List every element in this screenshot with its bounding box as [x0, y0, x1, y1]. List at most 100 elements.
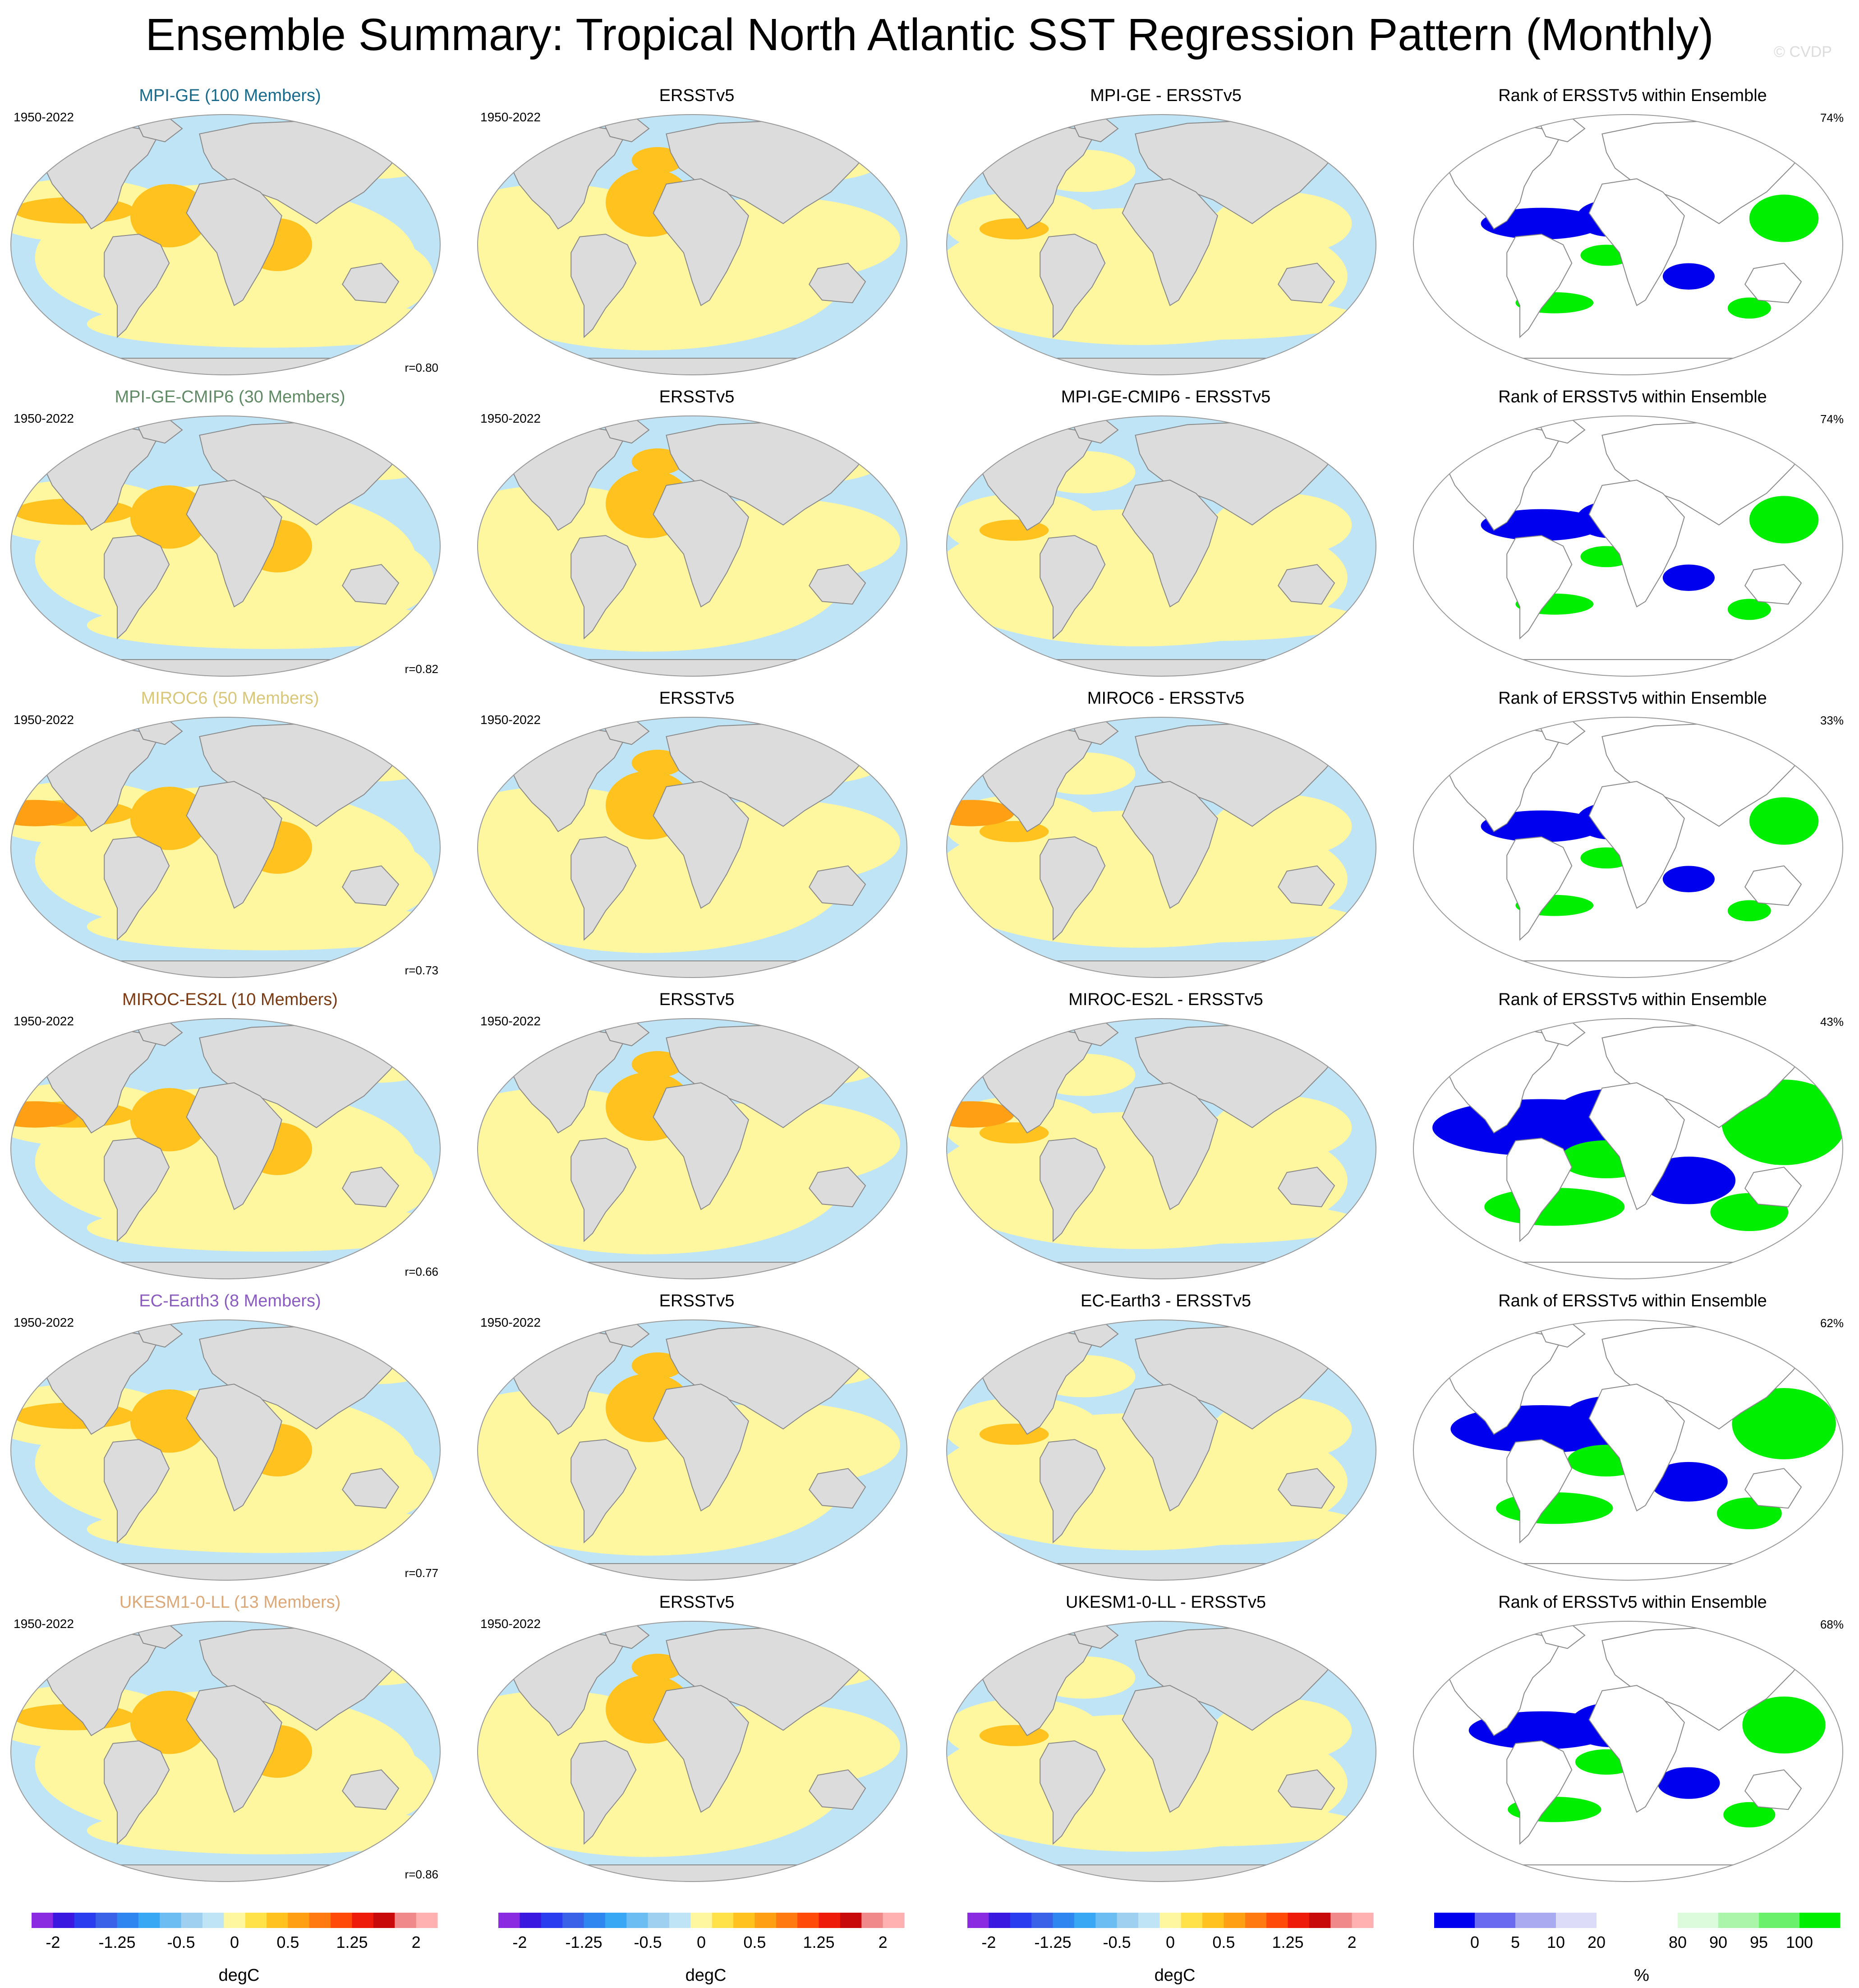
- land-africa: [653, 1685, 749, 1813]
- colorbar-tick-label: 1.25: [336, 1933, 368, 1951]
- rank-percent: 62%: [1820, 1316, 1844, 1330]
- land-africa: [1588, 178, 1685, 306]
- colorbar-swatch: [1799, 1913, 1841, 1928]
- colorbar-swatch: [1678, 1913, 1719, 1928]
- rank-high-region: [1732, 1388, 1836, 1459]
- land-africa: [1588, 480, 1685, 608]
- panel-title: EC-Earth3 (8 Members): [139, 1292, 321, 1310]
- rank-percent: 74%: [1820, 111, 1844, 125]
- colorbar-tick-label: 0: [1166, 1933, 1175, 1951]
- rank-low-region: [1481, 208, 1602, 240]
- land-australia: [1744, 1769, 1802, 1810]
- rank-high-region: [1749, 194, 1819, 242]
- colorbar-tick-label: -0.5: [167, 1933, 195, 1951]
- colorbar-swatch: [267, 1913, 288, 1928]
- land-antarctica: [1454, 1262, 1802, 1279]
- map-outline: [10, 415, 441, 677]
- land-africa: [653, 480, 749, 608]
- land-africa: [186, 1685, 282, 1813]
- land-africa: [653, 178, 749, 306]
- rank-low-region: [1657, 1767, 1720, 1799]
- colorbar-swatch: [1181, 1913, 1203, 1928]
- colorbar-swatch: [1330, 1913, 1353, 1928]
- colorbar-swatch: [669, 1913, 691, 1928]
- map-outline: [1413, 1018, 1843, 1279]
- colorbar-tick-label: -2: [981, 1933, 996, 1951]
- land-africa: [1122, 480, 1218, 608]
- panel-diff-2: MPI-GE-CMIP6 - ERSSTv5: [945, 387, 1387, 685]
- map-outline: [946, 1319, 1376, 1581]
- map-rank: [1413, 1319, 1843, 1581]
- panel-title: UKESM1-0-LL - ERSSTv5: [1065, 1593, 1266, 1612]
- land-australia: [341, 865, 400, 906]
- panel-rank-4: Rank of ERSSTv5 within Ensemble 43%: [1412, 990, 1854, 1287]
- colorbar-swatch: [797, 1913, 819, 1928]
- colorbar-tick-label: 2: [879, 1933, 888, 1951]
- sst-positive-region: [1049, 900, 1361, 943]
- land-south-america: [1040, 234, 1106, 338]
- rank-high-region: [1723, 1802, 1776, 1827]
- land-africa: [653, 1384, 749, 1512]
- land-australia: [1744, 564, 1802, 605]
- colorbar-swatch: [309, 1913, 331, 1928]
- panel-title: Rank of ERSSTv5 within Ensemble: [1498, 689, 1767, 708]
- panel-title: Rank of ERSSTv5 within Ensemble: [1498, 387, 1767, 406]
- land-south-america: [571, 1439, 637, 1544]
- colorbar-tick-label: 10: [1547, 1933, 1565, 1951]
- panel-diff-3: MIROC6 - ERSSTv5: [945, 688, 1387, 986]
- map-outline: [477, 114, 907, 375]
- panel-title: ERSSTv5: [659, 86, 735, 105]
- land-south-america: [1506, 535, 1573, 640]
- land-antarctica: [1454, 659, 1802, 676]
- sst-warm-core: [130, 786, 208, 850]
- colorbar-tick-label: 2: [412, 1933, 421, 1951]
- land-australia: [1277, 865, 1335, 906]
- colorbar-swatch: [776, 1913, 798, 1928]
- colorbar-swatch: [1637, 1913, 1678, 1928]
- colorbar-swatch: [1053, 1913, 1075, 1928]
- rank-colorbar: 0 5 10 20 80 90 95 100%: [1425, 1908, 1858, 1985]
- colorbar-unit-label: %: [1634, 1966, 1649, 1985]
- land-australia: [1277, 564, 1335, 605]
- sst-warm-core: [130, 1690, 208, 1754]
- panel-title: ERSSTv5: [659, 1292, 735, 1310]
- map-outline: [946, 717, 1376, 978]
- land-south-america: [571, 1138, 637, 1242]
- sst-positive-region: [1049, 297, 1361, 340]
- map-diff: [946, 1621, 1376, 1882]
- colorbar-swatch: [989, 1913, 1011, 1928]
- watermark: © CVDP: [1774, 43, 1832, 60]
- panel-rank-5: Rank of ERSSTv5 within Ensemble 62%: [1412, 1291, 1854, 1589]
- map-obs: [477, 1319, 907, 1581]
- map-outline: [946, 1018, 1376, 1279]
- colorbar-tick-label: -1.25: [98, 1933, 135, 1951]
- map-outline: [477, 1621, 907, 1882]
- map-obs: [477, 717, 907, 978]
- colorbar-swatch: [32, 1913, 53, 1928]
- panel-title: Rank of ERSSTv5 within Ensemble: [1498, 1593, 1767, 1612]
- land-australia: [1277, 1468, 1335, 1509]
- colorbar-tick-label: 20: [1588, 1933, 1606, 1951]
- land-antarctica: [519, 1262, 866, 1279]
- colorbar-swatch: [117, 1913, 139, 1928]
- panel-title: MPI-GE-CMIP6 (30 Members): [115, 387, 345, 406]
- colorbar-scale: 0 5 10 20 80 90 95 100: [1434, 1913, 1841, 1951]
- land-australia: [808, 564, 866, 605]
- colorbar-swatch: [690, 1913, 713, 1928]
- sst-warm-core: [130, 485, 208, 549]
- land-antarctica: [52, 1262, 399, 1279]
- land-australia: [341, 263, 400, 304]
- land-australia: [341, 1468, 400, 1509]
- rank-percent: 33%: [1820, 714, 1844, 727]
- map-diff: [946, 114, 1376, 375]
- land-africa: [186, 1384, 282, 1512]
- map-model: [10, 1621, 441, 1882]
- map-outline: [1413, 1621, 1843, 1882]
- colorbar-swatch: [331, 1913, 353, 1928]
- map-model: [10, 114, 441, 375]
- panel-obs-5: ERSSTv5 1950-2022: [476, 1291, 918, 1589]
- land-antarctica: [988, 1864, 1335, 1882]
- land-south-america: [1040, 836, 1106, 941]
- pattern-correlation: r=0.73: [405, 964, 438, 977]
- panel-rank-1: Rank of ERSSTv5 within Ensemble 74%: [1412, 86, 1854, 383]
